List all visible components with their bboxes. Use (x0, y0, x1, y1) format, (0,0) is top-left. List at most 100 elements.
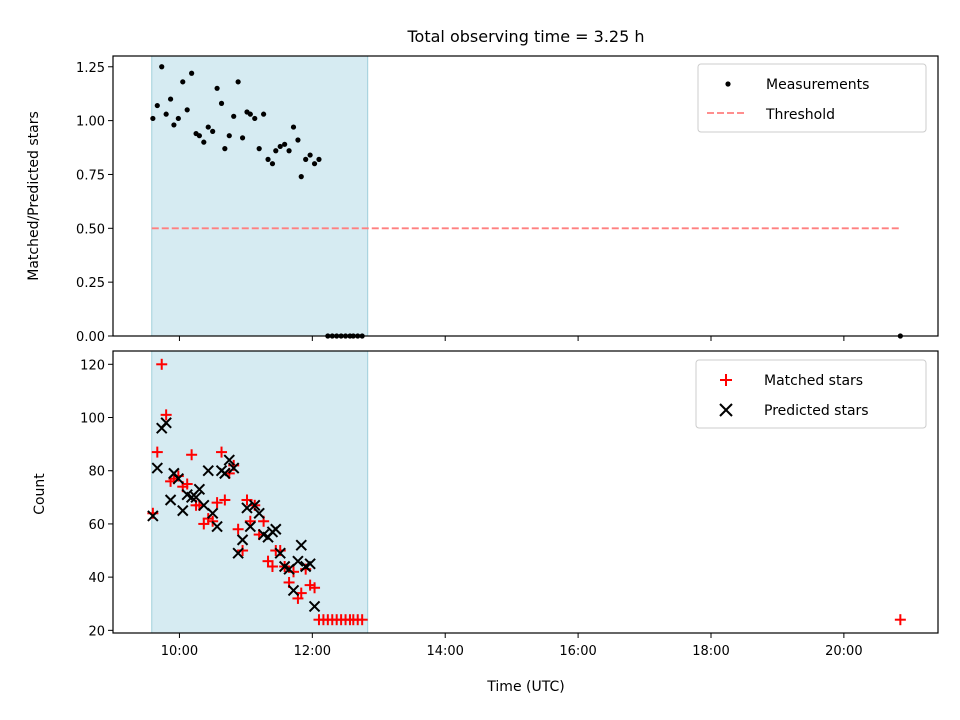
y-tick-label: 0.25 (76, 276, 105, 291)
measurement-point (184, 107, 190, 113)
measurement-point (235, 79, 241, 85)
measurement-point (303, 156, 309, 162)
predicted-star-point (198, 499, 210, 512)
y-tick-label: 20 (88, 624, 105, 639)
observing-window-shade (151, 55, 369, 337)
predicted-star-point (270, 523, 282, 535)
predicted-star-point (193, 483, 206, 496)
predicted-star-point (177, 504, 189, 517)
y-tick-label: 80 (88, 465, 105, 480)
x-tick-label: 10:00 (161, 644, 198, 659)
legend-measurements-label: Measurements (766, 77, 869, 93)
count-plot-panel: Count Time (UTC) 20 40 60 80 100 120 10:00 12:… (32, 350, 939, 695)
measurement-point (290, 124, 297, 130)
measurement-point (316, 156, 322, 162)
matched-star-point (160, 409, 172, 421)
predicted-star-point (223, 454, 235, 466)
predicted-star-point (287, 584, 300, 597)
measurement-point (196, 133, 202, 139)
bottom-y-axis-label: Count (32, 473, 48, 515)
measurement-point (295, 137, 301, 143)
matched-star-point (216, 446, 228, 458)
predicted-star-point (304, 558, 316, 570)
measurement-point (154, 102, 160, 109)
measurement-point (226, 133, 232, 139)
measurement-point (277, 143, 283, 150)
y-tick-label: 60 (88, 518, 105, 533)
measurement-point (222, 146, 228, 152)
measurement-point (231, 113, 237, 119)
legend-threshold-label: Threshold (765, 107, 835, 123)
legend-predicted-label: Predicted stars (764, 403, 869, 419)
measurement-point (311, 161, 318, 167)
top-legend-box (697, 63, 927, 133)
matched-star-point (237, 545, 249, 557)
ratio-plot-panel: Total observing time = 3.25 h Matched/Pr… (26, 27, 939, 345)
matched-star-point (232, 523, 244, 535)
matched-star-point (211, 497, 223, 509)
measurement-point (180, 79, 186, 85)
predicted-star-point (295, 539, 307, 551)
measurement-point (239, 135, 246, 141)
predicted-star-point (202, 465, 214, 477)
predicted-star-point (274, 547, 286, 559)
measurement-point (252, 115, 258, 122)
y-tick-label: 0.50 (76, 222, 105, 237)
predicted-star-point (172, 472, 185, 485)
predicted-star-point (236, 534, 249, 546)
matched-star-point (181, 478, 193, 490)
predicted-star-point (206, 507, 219, 519)
bottom-legend-box (695, 359, 927, 429)
matched-star-point (894, 614, 906, 626)
measurement-point (201, 139, 207, 145)
x-tick-label: 12:00 (294, 644, 331, 659)
measurement-point (163, 111, 169, 117)
y-tick-label: 40 (88, 571, 105, 586)
measurement-point (159, 64, 165, 70)
legend-measurements-marker (725, 81, 731, 87)
predicted-star-point (211, 520, 223, 533)
legend-predicted-marker (719, 403, 733, 417)
predicted-star-point (283, 563, 295, 575)
matched-star-point (356, 614, 368, 626)
measurement-point (307, 152, 313, 158)
x-tick-label: 20:00 (825, 644, 862, 659)
measurement-point (150, 115, 156, 122)
predicted-star-point (292, 555, 304, 567)
top-plot-frame (112, 55, 939, 337)
measurement-point (247, 111, 253, 117)
measurement-point (286, 148, 292, 154)
matched-star-point (151, 446, 163, 458)
matched-star-point (219, 494, 231, 506)
measurement-point (218, 100, 225, 106)
matched-star-point (266, 560, 278, 572)
top-legend: Measurements Threshold (697, 63, 927, 133)
measurement-point (273, 148, 279, 154)
predicted-star-point (232, 547, 244, 559)
measurement-point (269, 161, 276, 167)
predicted-star-point (308, 600, 321, 613)
y-tick-label: 120 (80, 358, 105, 373)
y-tick-label: 0.00 (76, 330, 105, 345)
measurement-point (265, 156, 271, 162)
y-tick-label: 1.00 (76, 115, 105, 130)
predicted-star-point (151, 462, 164, 474)
chart-title: Total observing time = 3.25 h (406, 27, 644, 46)
bottom-legend: Matched stars Predicted stars (695, 359, 927, 429)
legend-matched-label: Matched stars (764, 373, 863, 389)
matched-star-point (156, 358, 168, 370)
x-tick-label: 16:00 (559, 644, 596, 659)
x-tick-label: 18:00 (692, 644, 729, 659)
top-y-axis-label: Matched/Predicted stars (26, 111, 42, 281)
legend-matched-marker (720, 374, 732, 386)
matched-star-point (295, 587, 307, 599)
bottom-plot-frame (112, 350, 939, 634)
predicted-star-point (160, 417, 172, 429)
measurement-point (189, 70, 195, 76)
x-tick-label: 14:00 (426, 644, 463, 659)
predicted-star-point (219, 467, 231, 480)
predicted-star-point (147, 510, 159, 522)
matched-star-point (186, 449, 198, 461)
y-tick-label: 100 (80, 412, 105, 427)
measurement-point (282, 141, 288, 147)
